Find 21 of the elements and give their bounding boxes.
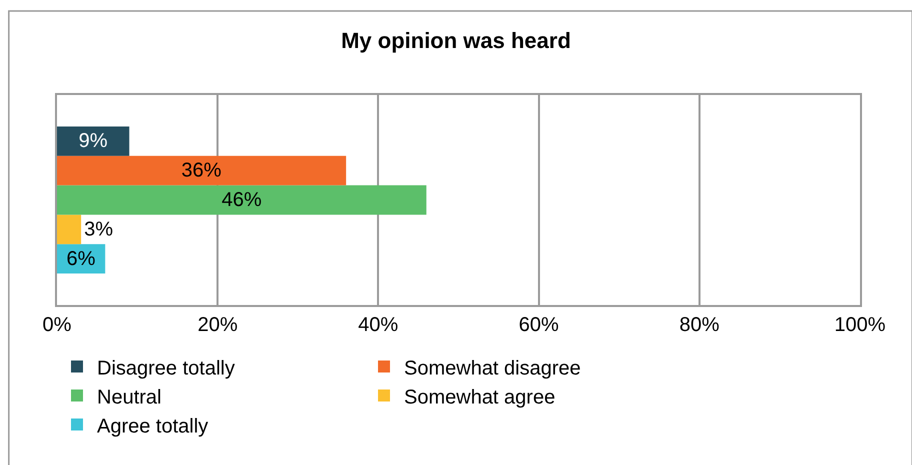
data-label: 3% (84, 218, 114, 240)
data-label: 9% (78, 130, 108, 152)
bar (57, 185, 426, 215)
legend-label: Somewhat agree (404, 386, 556, 408)
data-label: 36% (181, 160, 222, 182)
x-tick-label: 80% (679, 314, 720, 336)
legend-label: Agree totally (97, 415, 208, 438)
chart-title: My opinion was heard (341, 28, 571, 53)
legend-label: Neutral (97, 386, 162, 408)
legend-label: Somewhat disagree (404, 357, 581, 380)
legend-label: Disagree totally (97, 357, 235, 380)
bar (57, 126, 130, 156)
bar (57, 214, 82, 244)
x-tick-label: 40% (358, 314, 398, 336)
x-tick-label: 100% (834, 314, 886, 336)
x-tick-label: 20% (198, 314, 238, 336)
x-tick-label: 60% (518, 314, 560, 336)
x-tick-label: 0% (42, 314, 72, 336)
data-label: 46% (222, 189, 262, 211)
data-label: 6% (66, 248, 96, 270)
bar (57, 156, 346, 186)
